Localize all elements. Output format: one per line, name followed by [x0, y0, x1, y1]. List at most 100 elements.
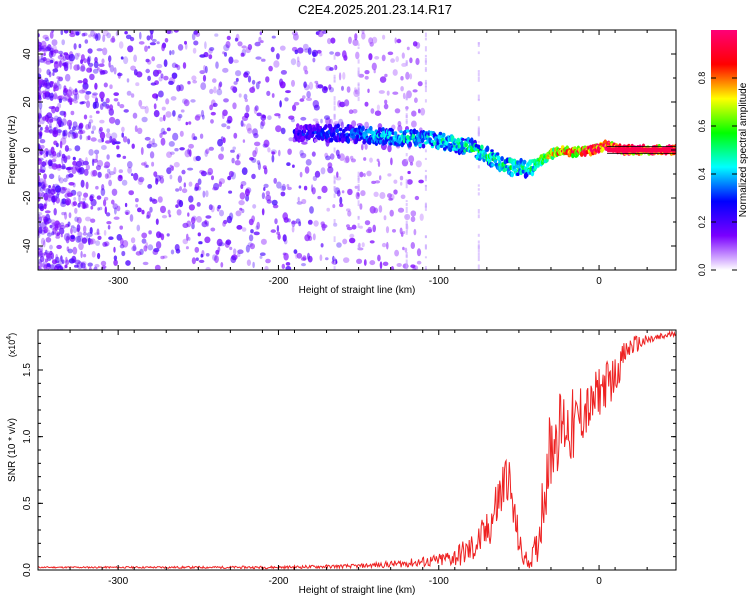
noise-cell — [181, 169, 186, 175]
noise-cell — [399, 227, 403, 235]
noise-cell — [89, 115, 93, 119]
noise-cell — [150, 32, 153, 41]
tone-cell — [626, 147, 629, 153]
streak-cell — [333, 74, 336, 79]
noise-cell — [329, 118, 333, 125]
ridge-cell — [346, 137, 351, 144]
noise-cell — [171, 62, 177, 69]
noise-cell — [151, 56, 156, 62]
noise-cell — [155, 94, 158, 101]
noise-cell — [335, 176, 342, 181]
noise-cell — [238, 93, 242, 98]
noise-cell — [119, 104, 125, 109]
noise-cell — [49, 244, 53, 250]
noise-cell — [67, 221, 71, 227]
noise-cell — [251, 79, 256, 85]
noise-cell — [65, 235, 70, 244]
noise-cell — [151, 199, 158, 204]
noise-cell — [53, 220, 61, 229]
noise-cell — [273, 60, 280, 68]
noise-cell — [173, 161, 180, 168]
tone-cell — [629, 147, 632, 153]
noise-cell — [199, 54, 206, 58]
noise-cell — [92, 92, 98, 96]
ridge-cell — [406, 129, 410, 133]
streak-cell — [424, 79, 427, 85]
ridge-cell — [439, 144, 444, 148]
noise-cell — [312, 57, 316, 63]
streak-cell — [424, 245, 427, 250]
noise-cell — [208, 54, 213, 60]
noise-cell — [155, 241, 162, 249]
noise-cell — [132, 244, 137, 252]
noise-cell — [236, 225, 243, 230]
noise-cell — [394, 37, 397, 44]
noise-cell — [141, 209, 145, 215]
tone-cell — [661, 147, 664, 153]
noise-cell — [256, 112, 262, 117]
noise-cell — [43, 203, 47, 210]
ridge-cell — [408, 142, 412, 148]
noise-cell — [300, 152, 307, 159]
noise-cell — [100, 70, 106, 75]
tone-cell — [663, 147, 666, 153]
noise-cell — [343, 157, 350, 164]
noise-cell — [90, 205, 94, 210]
noise-cell — [193, 136, 198, 141]
noise-cell — [241, 45, 247, 49]
tone-cell — [640, 147, 643, 153]
tone-cell — [613, 147, 616, 153]
noise-cell — [50, 50, 54, 55]
noise-cell — [78, 167, 85, 175]
noise-cell — [410, 210, 417, 217]
noise-cell — [71, 201, 75, 207]
noise-cell — [38, 226, 43, 234]
noise-cell — [342, 238, 348, 245]
noise-cell — [351, 120, 357, 128]
noise-cell — [233, 59, 239, 64]
noise-cell — [38, 221, 42, 226]
y-tick-label: -40 — [22, 238, 33, 253]
tone-cell — [652, 147, 655, 153]
noise-cell — [39, 107, 42, 116]
noise-cell — [116, 205, 121, 212]
noise-cell — [202, 190, 206, 198]
noise-cell — [153, 110, 160, 118]
noise-cell — [200, 109, 205, 118]
noise-cell — [194, 246, 200, 253]
noise-cell — [83, 58, 88, 64]
noise-cell — [143, 245, 148, 252]
noise-cell — [56, 76, 61, 80]
noise-cell — [213, 86, 217, 94]
noise-cell — [330, 37, 336, 44]
noise-cell — [51, 185, 56, 192]
noise-cell — [219, 81, 223, 88]
noise-cell — [147, 244, 154, 251]
x-tick-label: -200 — [268, 276, 288, 287]
noise-cell — [80, 250, 83, 259]
noise-cell — [38, 91, 41, 100]
noise-cell — [76, 261, 83, 270]
noise-cell — [91, 93, 98, 99]
noise-cell — [212, 78, 217, 83]
noise-cell — [144, 136, 151, 141]
noise-cell — [46, 263, 51, 268]
noise-cell — [90, 137, 97, 142]
noise-cell — [80, 159, 85, 167]
noise-cell — [339, 196, 343, 205]
noise-cell — [63, 155, 68, 164]
noise-cell — [394, 249, 399, 257]
noise-cell — [95, 165, 102, 171]
tone-cell — [642, 147, 645, 153]
streak-cell — [424, 86, 427, 93]
noise-cell — [99, 119, 105, 124]
noise-cell — [317, 195, 322, 200]
streak-cell — [424, 82, 427, 88]
noise-cell — [368, 53, 373, 61]
noise-cell — [67, 248, 73, 254]
noise-cell — [63, 177, 68, 183]
noise-cell — [234, 160, 241, 166]
noise-cell — [161, 106, 166, 111]
noise-cell — [420, 107, 426, 116]
noise-cell — [237, 249, 244, 254]
